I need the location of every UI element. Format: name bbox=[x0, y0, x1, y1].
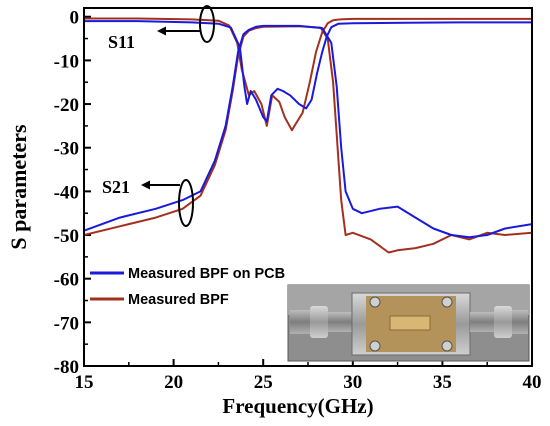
screw-bottom-left bbox=[369, 340, 381, 352]
legend: Measured BPF on PCB Measured BPF bbox=[90, 266, 285, 308]
x-tick-label: 30 bbox=[343, 372, 362, 393]
series-layer bbox=[84, 17, 532, 254]
y-tick-label: -60 bbox=[54, 270, 79, 291]
y-tick-label: 0 bbox=[70, 8, 80, 29]
s21-annotation: S21 bbox=[102, 177, 194, 227]
filter-chip bbox=[389, 315, 431, 331]
x-tick-labels: 15 20 25 30 35 40 bbox=[75, 372, 542, 393]
y-axis-title: S parameters bbox=[6, 124, 31, 250]
y-tick-label: -10 bbox=[54, 51, 79, 72]
y-tick-labels: 0 -10 -20 -30 -40 -50 -60 -70 -80 bbox=[54, 8, 79, 378]
s21-label: S21 bbox=[102, 177, 130, 197]
series-line-bpf-s21 bbox=[84, 25, 532, 254]
right-connector-nut bbox=[512, 310, 528, 334]
y-tick-label: -20 bbox=[54, 95, 79, 116]
screw-top-left bbox=[369, 296, 381, 308]
x-tick-label: 20 bbox=[164, 372, 183, 393]
legend-label-bpf: Measured BPF bbox=[128, 292, 229, 308]
inset-photo-fixture bbox=[287, 284, 530, 362]
s11-ellipse-marker bbox=[199, 5, 215, 43]
right-connector-flange bbox=[470, 312, 494, 332]
x-tick-label: 15 bbox=[75, 372, 94, 393]
left-connector-flange bbox=[328, 312, 352, 332]
s11-label: S11 bbox=[108, 32, 135, 52]
x-axis-title: Frequency(GHz) bbox=[222, 394, 373, 418]
y-tick-label: -70 bbox=[54, 313, 79, 334]
s21-ellipse-marker bbox=[178, 179, 194, 227]
screw-top-right bbox=[441, 296, 453, 308]
s21-arrow-head bbox=[141, 180, 150, 190]
x-tick-label: 25 bbox=[254, 372, 273, 393]
plot-frame bbox=[83, 7, 533, 367]
screw-bottom-right bbox=[441, 340, 453, 352]
s11-arrow-head bbox=[157, 26, 166, 36]
y-tick-label: -40 bbox=[54, 182, 79, 203]
left-connector-nut bbox=[290, 310, 310, 334]
y-tick-label: -30 bbox=[54, 139, 79, 160]
right-connector-body bbox=[494, 306, 512, 338]
x-tick-label: 40 bbox=[523, 372, 542, 393]
legend-label-pcb: Measured BPF on PCB bbox=[128, 266, 285, 282]
y-tick-label: -80 bbox=[54, 357, 79, 378]
series-line-pcb-s11 bbox=[84, 20, 532, 123]
y-tick-label: -50 bbox=[54, 226, 79, 247]
series-line-pcb-s21 bbox=[84, 24, 532, 239]
series-line-bpf-s11 bbox=[84, 17, 532, 132]
left-connector-body bbox=[310, 306, 328, 338]
x-tick-label: 35 bbox=[433, 372, 452, 393]
s11-annotation: S11 bbox=[108, 5, 215, 52]
